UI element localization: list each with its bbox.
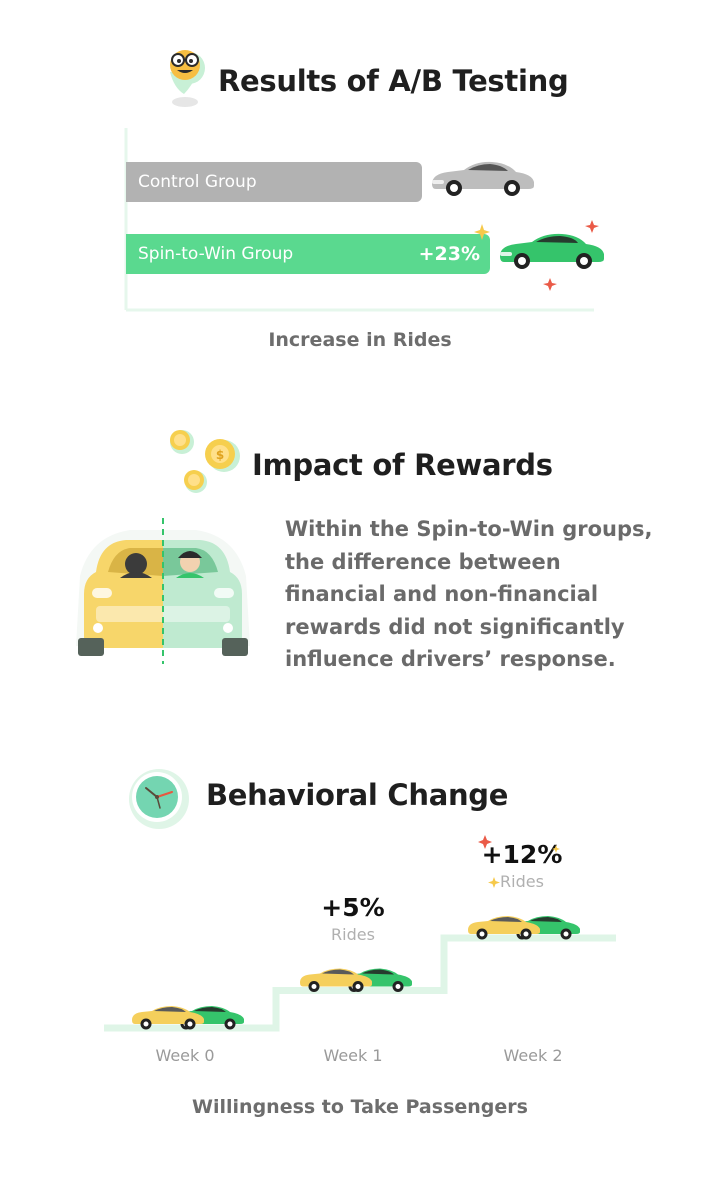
sparkle-icon	[478, 835, 560, 888]
bar-control-group: Control Group	[126, 162, 422, 202]
week-label-1: Week 1	[323, 1046, 383, 1065]
ab-testing-chart	[124, 128, 594, 312]
impact-rewards-title: Impact of Rewards	[252, 448, 553, 482]
yellow-car-icon-week-1	[300, 968, 372, 992]
step-value-week-1: +5%	[321, 892, 385, 922]
behavioral-step-chart	[104, 916, 616, 1032]
green-car-icon	[474, 220, 604, 291]
bar-spin-to-win-group: Spin-to-Win Group +23%	[126, 234, 490, 274]
bar-label-control: Control Group	[138, 172, 257, 192]
behavioral-change-title: Behavioral Change	[206, 778, 509, 812]
split-car-icon	[76, 518, 250, 664]
yellow-car-icon-week-2	[468, 916, 540, 940]
ab-testing-caption: Increase in Rides	[268, 329, 452, 351]
gray-car-icon	[432, 161, 534, 196]
yellow-car-icon-week-0	[132, 1006, 204, 1030]
bar-label-spin: Spin-to-Win Group	[138, 244, 294, 264]
week-label-0: Week 0	[155, 1046, 215, 1065]
bar-value-spin: +23%	[418, 243, 480, 265]
step-unit-week-1: Rides	[331, 924, 375, 944]
step-unit-week-2: Rides	[500, 872, 544, 891]
week-label-2: Week 2	[503, 1046, 563, 1065]
impact-rewards-body: Within the Spin-to-Win groups, the diffe…	[285, 517, 653, 671]
ab-testing-title: Results of A/B Testing	[218, 64, 569, 98]
clock-icon	[129, 769, 189, 829]
svg-text:$: $	[216, 448, 224, 462]
nerd-face-pin-icon	[170, 50, 205, 107]
gold-coins-icon: $	[170, 430, 240, 493]
behavioral-change-caption: Willingness to Take Passengers	[192, 1096, 528, 1118]
step-value-week-2: +12%	[481, 840, 563, 869]
